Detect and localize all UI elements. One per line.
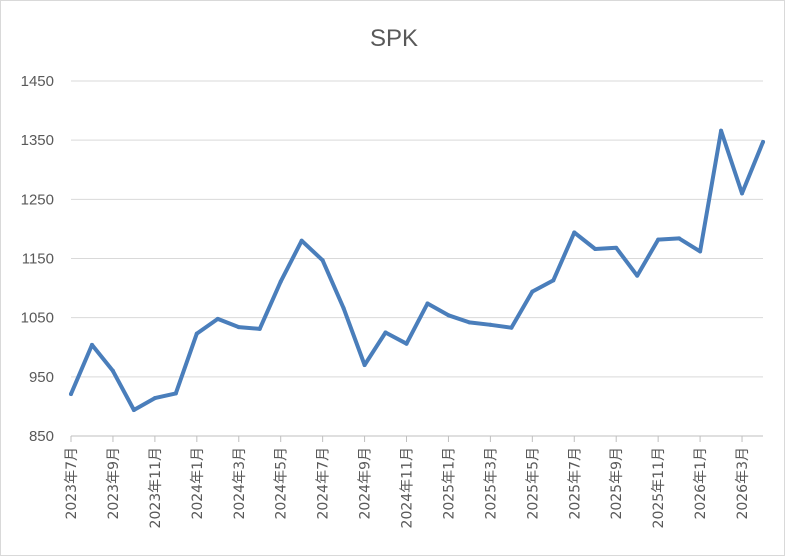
data-point [215,316,220,321]
x-tick-label: 2024年3月 [232,447,248,520]
x-tick-label: 2024年9月 [358,447,374,520]
data-point [530,289,535,294]
data-point [404,341,409,346]
chart-title: SPK [370,25,418,52]
y-tick-label: 1150 [22,251,54,268]
data-point [719,128,724,133]
x-tick-label: 2025年3月 [483,447,499,520]
data-point [89,342,94,347]
data-point [572,230,577,235]
data-point [677,236,682,241]
data-point [110,368,115,373]
x-tick-label: 2024年1月 [190,447,206,520]
data-point [446,313,451,318]
y-axis-ticks: 850 950 1050 1150 1250 1350 1450 [21,73,54,445]
y-tick-label: 950 [29,369,54,386]
y-tick-label: 850 [29,428,54,445]
data-point [488,322,493,327]
data-point [236,325,241,330]
data-point [761,139,765,144]
data-point [614,245,619,250]
y-tick-label: 1250 [21,191,54,208]
data-point [131,407,136,412]
data-point [698,249,703,254]
x-tick-label: 2026年1月 [693,447,709,520]
x-tick-label: 2026年3月 [735,447,751,520]
series-layer [69,128,765,412]
x-tick-label: 2023年7月 [64,447,80,520]
data-point [425,301,430,306]
y-tick-label: 1050 [21,310,54,327]
data-point [656,237,661,242]
data-point [320,258,325,263]
data-point [299,238,304,243]
gridlines [71,80,763,378]
x-tick-label: 2023年11月 [148,447,164,528]
data-point [467,320,472,325]
x-tick-label: 2025年7月 [567,447,583,520]
x-tick-label: 2025年1月 [441,447,457,520]
data-point [593,247,598,252]
data-point [257,326,262,331]
y-tick-label: 1450 [21,73,54,90]
data-point [635,273,640,278]
x-tick-label: 2023年9月 [106,447,122,520]
x-tick-label: 2025年11月 [651,447,667,528]
data-point [383,330,388,335]
x-axis: 2023年7月 2023年9月 2023年11月 2024年1月 2024年3月 2024… [64,435,763,528]
data-point [551,278,556,283]
data-point [740,191,745,196]
y-tick-label: 1350 [21,132,54,149]
data-point [278,279,283,284]
data-point [69,391,73,396]
data-point [152,396,157,401]
data-point [509,325,514,330]
x-tick-label: 2024年7月 [316,447,332,520]
series-line-0 [69,128,765,412]
data-point [341,306,346,311]
data-point [362,363,367,367]
data-point [194,331,199,336]
x-tick-label: 2025年9月 [609,447,625,520]
x-tick-label: 2025年5月 [525,447,541,520]
x-tick-label: 2024年11月 [400,447,416,528]
data-point [173,391,178,396]
x-tick-label: 2024年5月 [274,447,290,520]
